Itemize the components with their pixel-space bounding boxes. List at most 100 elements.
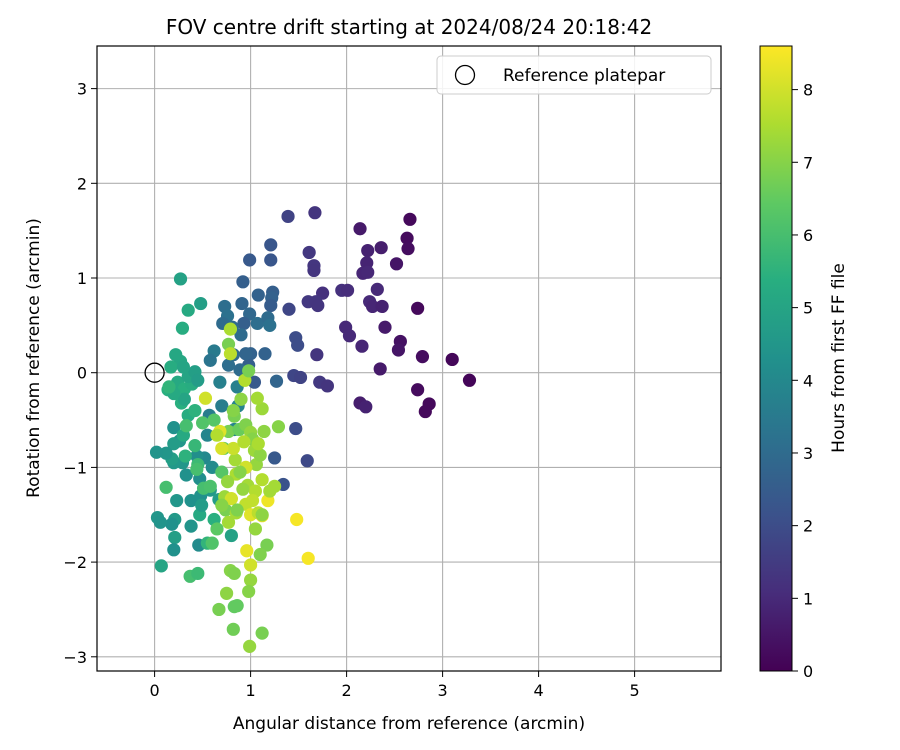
data-point bbox=[355, 339, 369, 353]
data-point bbox=[203, 479, 217, 493]
data-point bbox=[251, 437, 265, 451]
data-point bbox=[361, 243, 375, 258]
data-point bbox=[190, 462, 204, 476]
data-point bbox=[184, 519, 198, 533]
data-point bbox=[224, 492, 238, 506]
data-point bbox=[245, 493, 260, 508]
y-tick-label: 2 bbox=[77, 174, 87, 193]
data-point bbox=[255, 626, 269, 640]
data-point bbox=[251, 288, 265, 302]
data-point bbox=[264, 298, 278, 313]
data-point bbox=[179, 419, 193, 433]
data-point bbox=[391, 343, 406, 357]
data-point bbox=[230, 599, 244, 613]
data-point bbox=[269, 374, 284, 388]
data-point bbox=[200, 428, 214, 442]
data-point bbox=[236, 482, 250, 496]
data-point bbox=[237, 316, 251, 331]
data-point bbox=[361, 265, 375, 279]
colorbar-tick-label: 1 bbox=[803, 589, 813, 608]
data-point bbox=[293, 370, 308, 385]
x-axis-ticks: 0 1 2 3 4 5 bbox=[150, 671, 640, 700]
data-point bbox=[415, 350, 430, 364]
data-point bbox=[291, 338, 305, 352]
data-point bbox=[220, 586, 234, 600]
data-point bbox=[149, 445, 164, 459]
data-point bbox=[353, 222, 367, 236]
data-point bbox=[215, 399, 229, 413]
data-point bbox=[243, 253, 257, 267]
data-point bbox=[289, 421, 303, 436]
data-point bbox=[188, 403, 202, 418]
data-point bbox=[282, 302, 296, 316]
data-point bbox=[210, 428, 224, 442]
data-point bbox=[244, 558, 258, 572]
data-point bbox=[173, 272, 188, 286]
data-point bbox=[264, 253, 278, 267]
y-tick-label: 1 bbox=[77, 269, 87, 288]
data-point bbox=[253, 448, 267, 462]
data-point bbox=[175, 321, 190, 335]
data-point bbox=[302, 245, 316, 260]
y-tick-label: 3 bbox=[77, 80, 87, 99]
data-point bbox=[242, 364, 256, 378]
data-point bbox=[248, 522, 262, 536]
data-point bbox=[375, 299, 389, 314]
data-point bbox=[400, 231, 414, 245]
data-point bbox=[255, 402, 269, 416]
data-point bbox=[162, 380, 176, 394]
data-point bbox=[255, 508, 269, 522]
data-point bbox=[196, 416, 210, 430]
data-point bbox=[159, 446, 173, 460]
data-point bbox=[300, 454, 314, 468]
data-point bbox=[359, 400, 373, 414]
data-point bbox=[401, 242, 415, 256]
colorbar: 0 1 2 3 4 5 6 7 8 Hours from first FF file bbox=[759, 45, 849, 681]
data-point bbox=[342, 329, 357, 343]
data-point bbox=[205, 536, 219, 550]
data-point bbox=[223, 322, 238, 336]
data-point bbox=[223, 347, 238, 361]
data-point bbox=[169, 348, 183, 362]
data-point bbox=[240, 544, 254, 558]
data-point bbox=[224, 528, 238, 543]
data-point bbox=[153, 515, 167, 529]
colorbar-label: Hours from first FF file bbox=[829, 263, 849, 453]
data-point bbox=[290, 512, 304, 527]
colorbar-tick-label: 4 bbox=[803, 371, 813, 390]
chart-title: FOV centre drift starting at 2024/08/24 … bbox=[166, 15, 652, 39]
x-tick-label: 0 bbox=[150, 681, 160, 700]
data-point bbox=[215, 465, 229, 479]
data-point bbox=[242, 584, 256, 599]
legend-box bbox=[436, 55, 712, 95]
data-point bbox=[310, 348, 324, 362]
data-point bbox=[178, 449, 192, 463]
x-axis-label: Angular distance from reference (arcmin) bbox=[233, 714, 585, 734]
plot-frame bbox=[96, 45, 722, 672]
data-point bbox=[215, 441, 229, 456]
legend-label: Reference platepar bbox=[503, 66, 665, 86]
data-point bbox=[176, 360, 190, 374]
data-point bbox=[170, 493, 184, 508]
colorbar-ticks: 0 1 2 3 4 5 6 7 8 bbox=[792, 81, 813, 681]
data-point bbox=[411, 383, 425, 397]
reference-point bbox=[144, 362, 165, 383]
data-point bbox=[179, 468, 193, 482]
data-point bbox=[221, 358, 236, 372]
y-tick-label: −1 bbox=[63, 458, 87, 477]
data-point bbox=[250, 316, 264, 331]
colorbar-gradient bbox=[759, 45, 793, 672]
data-point bbox=[230, 503, 244, 517]
data-point bbox=[255, 473, 269, 487]
data-point bbox=[268, 479, 282, 493]
data-point bbox=[227, 566, 241, 581]
data-point bbox=[177, 392, 191, 406]
data-point bbox=[365, 299, 380, 314]
data-point bbox=[307, 263, 321, 278]
data-point bbox=[181, 303, 195, 317]
data-point bbox=[203, 353, 217, 367]
data-point bbox=[250, 391, 264, 405]
data-point bbox=[233, 465, 247, 479]
data-point bbox=[243, 307, 257, 321]
